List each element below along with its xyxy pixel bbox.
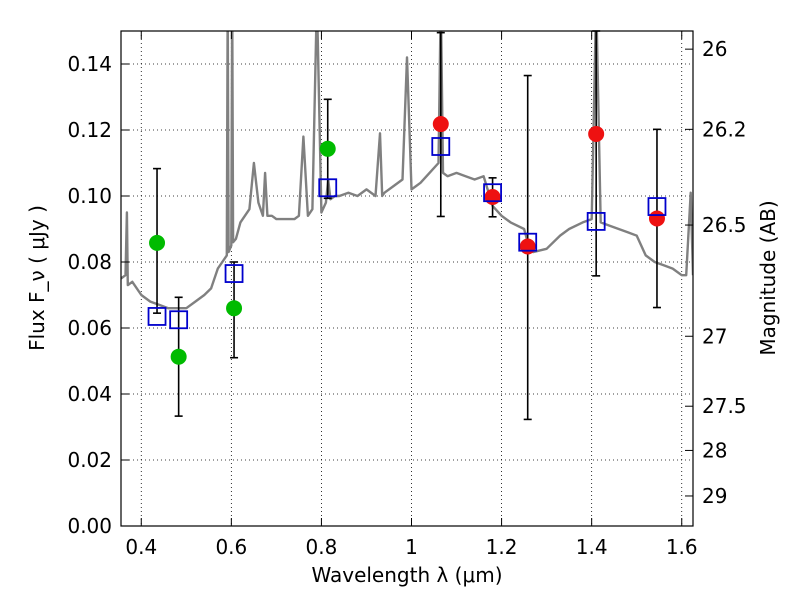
observed_optical-point — [170, 348, 187, 365]
right-tick-label: 27 — [702, 324, 727, 348]
y-tick-label: 0.00 — [67, 514, 112, 538]
x-tick-label: 1.4 — [576, 535, 608, 559]
x-tick-label: 0.4 — [125, 535, 157, 559]
y-tick-label: 0.06 — [67, 316, 112, 340]
right-tick-label: 26.2 — [702, 117, 747, 141]
y-axis-title: Flux F_ν ( μJy ) — [25, 205, 49, 351]
y-tick-label: 0.08 — [67, 250, 112, 274]
model_photometry-point — [431, 137, 451, 156]
plot-frame — [120, 30, 694, 527]
model-spectrum-line — [121, 31, 693, 310]
model_photometry-point — [483, 183, 502, 203]
right-tick-label: 28 — [702, 438, 727, 462]
tick-layer — [121, 31, 693, 527]
x-tick-label: 0.8 — [306, 535, 338, 559]
x-tick-label: 0.6 — [215, 535, 247, 559]
observed_nir-point — [484, 188, 501, 205]
y-tick-label: 0.04 — [67, 382, 112, 406]
marker-layer — [147, 116, 667, 365]
plot-area — [121, 31, 693, 526]
model_photometry-point — [147, 307, 167, 326]
model_photometry-point — [586, 212, 606, 231]
y-tick-label: 0.14 — [67, 52, 112, 76]
model_photometry-point — [647, 197, 667, 216]
model_photometry-point — [518, 232, 538, 252]
y-tick-label: 0.10 — [67, 184, 112, 208]
y-tick-label: 0.02 — [67, 448, 112, 472]
model_photometry-point — [224, 264, 244, 283]
tick-label-layer: 0.4 0.6 0.8 1 1.2 1.4 1.6 0.00 0.02 0.04 0.06 0.08 0… — [67, 37, 746, 559]
observed_optical-point — [226, 300, 243, 317]
model_photometry-point — [169, 310, 189, 330]
observed_optical-point — [319, 140, 336, 157]
x-axis-title: Wavelength λ (μm) — [311, 563, 502, 587]
y-tick-label: 0.12 — [67, 118, 112, 142]
right-tick-label: 26 — [702, 37, 727, 61]
x-tick-label: 1.6 — [666, 535, 698, 559]
right-tick-label: 26.5 — [702, 213, 747, 237]
observed_nir-point — [588, 125, 605, 142]
model_photometry-point — [318, 178, 338, 198]
x-tick-label: 1.2 — [486, 535, 518, 559]
right-tick-label: 29 — [702, 484, 727, 508]
model-spectrum-layer — [121, 31, 693, 310]
x-tick-label: 1 — [405, 535, 418, 559]
right-axis-title: Magnitude (AB) — [756, 200, 780, 355]
observed_nir-point — [519, 238, 536, 255]
observed_optical-point — [149, 234, 166, 251]
observed_nir-point — [648, 210, 665, 227]
observed_nir-point — [432, 116, 449, 133]
right-tick-label: 27.5 — [702, 394, 747, 418]
